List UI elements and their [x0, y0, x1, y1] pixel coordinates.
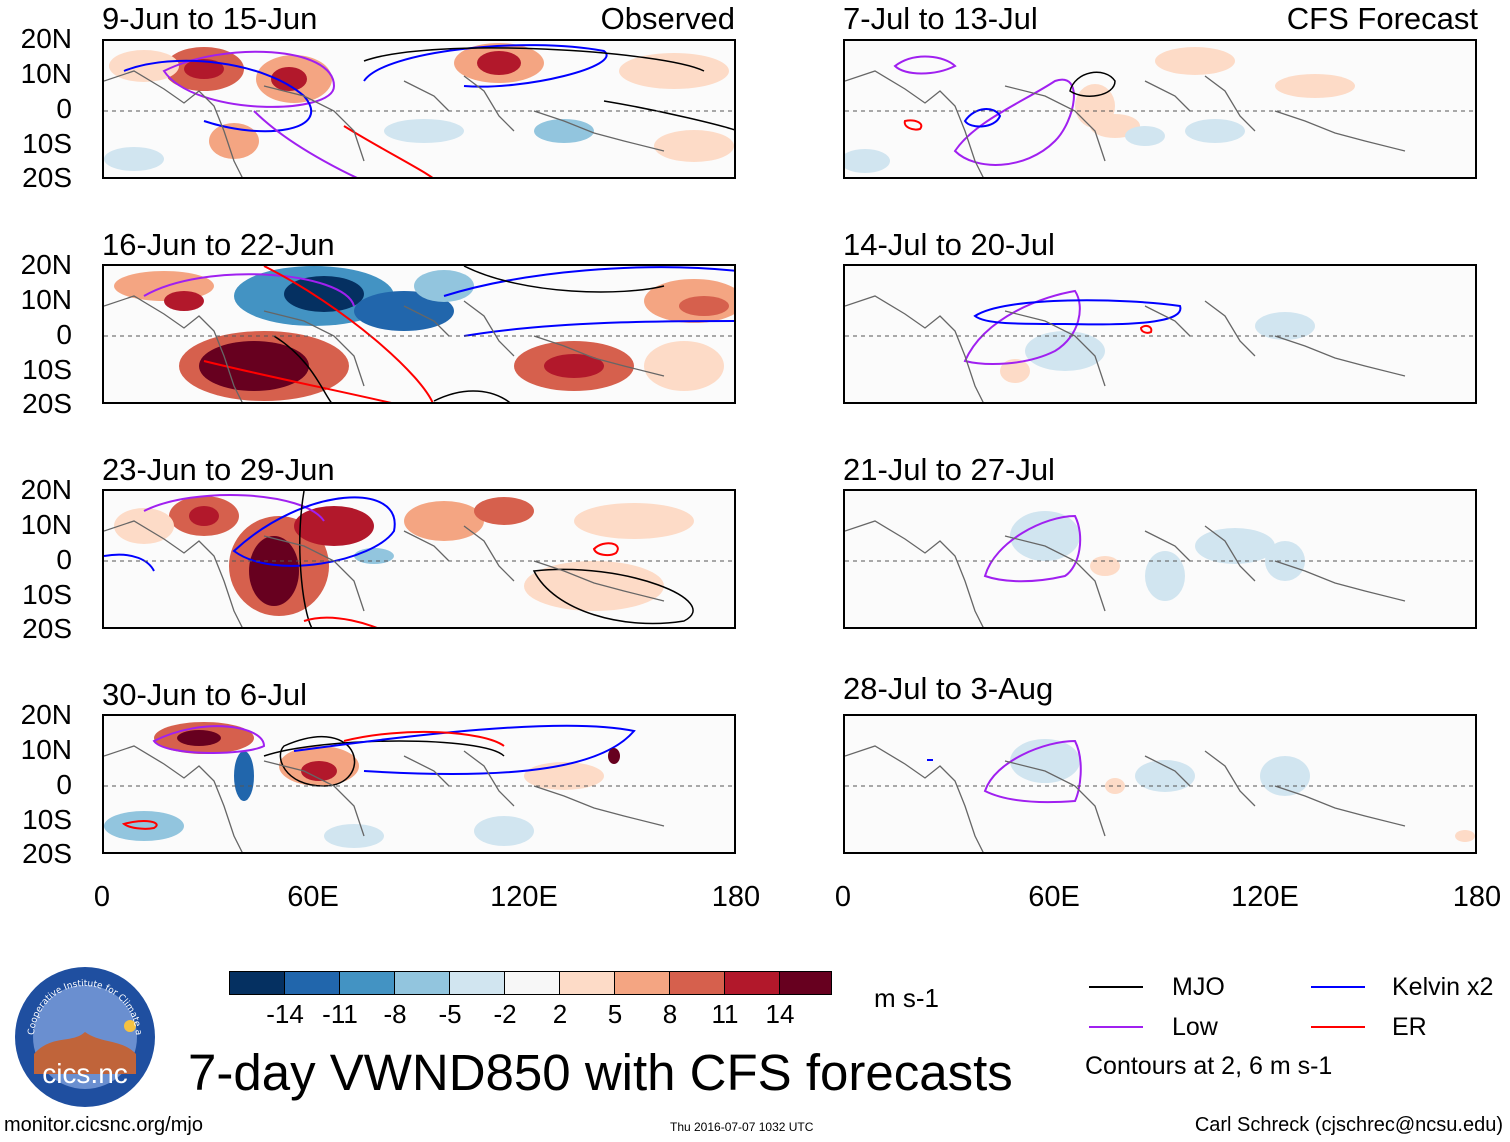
- lat-label: 10N: [20, 734, 72, 765]
- colorbar-tick-label: 11: [711, 999, 739, 1029]
- lat-label: 10S: [22, 128, 72, 159]
- lon-label: 60E: [1028, 881, 1080, 913]
- lat-label: 20S: [22, 388, 72, 419]
- lat-label: 0: [56, 319, 72, 350]
- lat-label: 10S: [22, 579, 72, 610]
- lat-label: 10N: [20, 58, 72, 89]
- colorbar-tick-label: 8: [662, 999, 678, 1029]
- lat-label: 0: [56, 544, 72, 575]
- map-panel-forecast-3: [843, 489, 1477, 629]
- lat-label: 20S: [22, 838, 72, 869]
- lat-label: 20N: [20, 249, 72, 280]
- panel-title-obs-3: 23-Jun to 29-Jun: [102, 452, 335, 487]
- legend-swatch-er: [1311, 1026, 1365, 1028]
- lon-label: 180: [1452, 881, 1502, 913]
- footer-timestamp: Thu 2016-07-07 1032 UTC: [670, 1120, 814, 1134]
- cics-logo: Cooperative Institute for Climate and Sa…: [9, 957, 158, 1110]
- map-panel-observed-2: [102, 264, 736, 404]
- lat-label: 0: [56, 93, 72, 124]
- observed-label: Observed: [600, 1, 735, 36]
- colorbar-swatch: [669, 971, 725, 995]
- legend-label-kelvin: Kelvin x2: [1392, 973, 1494, 1001]
- map-panel-observed-4: [102, 714, 736, 854]
- colorbar-tick-label: 5: [607, 999, 623, 1029]
- map-panel-observed-3: [102, 489, 736, 629]
- lon-label: 0: [93, 881, 111, 913]
- lat-label: 20S: [22, 162, 72, 193]
- map-panel-forecast-2: [843, 264, 1477, 404]
- legend-swatch-mjo: [1089, 986, 1143, 988]
- lat-label: 10N: [20, 509, 72, 540]
- lon-label: 120E: [1231, 881, 1299, 913]
- map-panel-observed-1: [102, 39, 736, 179]
- panel-title-fc-3: 21-Jul to 27-Jul: [843, 452, 1055, 487]
- main-title: 7-day VWND850 with CFS forecasts: [188, 1044, 1013, 1101]
- forecast-label: CFS Forecast: [1286, 1, 1478, 36]
- colorbar-tick-label: -11: [322, 999, 358, 1029]
- colorbar-swatch: [614, 971, 670, 995]
- lat-label: 20N: [20, 23, 72, 54]
- legend-label-mjo: MJO: [1172, 973, 1225, 1001]
- lat-label: 20N: [20, 699, 72, 730]
- colorbar-swatch: [339, 971, 395, 995]
- panel-title-obs-2: 16-Jun to 22-Jun: [102, 227, 335, 262]
- colorbar-tick-label: -5: [438, 999, 462, 1029]
- legend-label-er: ER: [1392, 1013, 1427, 1041]
- panel-title-fc-1: 7-Jul to 13-Jul: [843, 1, 1038, 36]
- colorbar-swatch: [394, 971, 450, 995]
- lat-label: 10S: [22, 354, 72, 385]
- colorbar-swatch: [724, 971, 780, 995]
- footer-credit: Carl Schreck (cjschrec@ncsu.edu): [1194, 1114, 1503, 1136]
- colorbar-swatch: [284, 971, 340, 995]
- lat-label: 20N: [20, 474, 72, 505]
- map-panel-forecast-4: [843, 714, 1477, 854]
- panel-title-obs-1: 9-Jun to 15-Jun: [102, 1, 318, 36]
- panel-title-fc-4: 28-Jul to 3-Aug: [843, 671, 1054, 706]
- colorbar-tick-label: -14: [266, 999, 304, 1029]
- legend-swatch-low: [1089, 1026, 1143, 1028]
- lon-label: 120E: [490, 881, 558, 913]
- colorbar-swatch: [559, 971, 615, 995]
- logo-text: cics.nc: [42, 1058, 128, 1089]
- map-panel-forecast-1: [843, 39, 1477, 179]
- lon-label: 180: [711, 881, 761, 913]
- contours-note: Contours at 2, 6 m s-1: [1085, 1052, 1333, 1080]
- colorbar-swatch: [779, 971, 832, 995]
- legend-label-low: Low: [1172, 1013, 1218, 1041]
- lat-label: 10S: [22, 804, 72, 835]
- lon-label: 0: [834, 881, 852, 913]
- legend-swatch-kelvin: [1311, 986, 1365, 988]
- panel-title-obs-4: 30-Jun to 6-Jul: [102, 677, 308, 712]
- lat-label: 0: [56, 769, 72, 800]
- lat-label: 20S: [22, 613, 72, 644]
- colorbar-tick-label: -8: [383, 999, 407, 1029]
- colorbar-swatch: [504, 971, 560, 995]
- colorbar-swatch: [449, 971, 505, 995]
- colorbar-units: m s-1: [874, 983, 939, 1013]
- lat-label: 10N: [20, 284, 72, 315]
- colorbar-swatch: [229, 971, 285, 995]
- colorbar-tick-label: 2: [552, 999, 568, 1029]
- lon-label: 60E: [287, 881, 339, 913]
- footer-url[interactable]: monitor.cicsnc.org/mjo: [4, 1114, 203, 1136]
- panel-title-fc-2: 14-Jul to 20-Jul: [843, 227, 1055, 262]
- colorbar-tick-label: 14: [765, 999, 795, 1029]
- colorbar-tick-label: -2: [493, 999, 517, 1029]
